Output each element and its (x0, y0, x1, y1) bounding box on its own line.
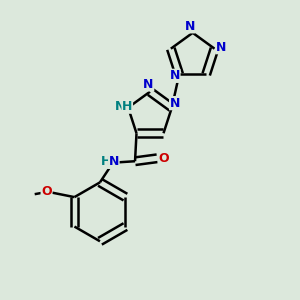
Text: N: N (143, 78, 154, 91)
Text: N: N (169, 97, 180, 110)
Text: N: N (184, 20, 195, 33)
Text: N: N (109, 155, 119, 168)
Text: H: H (101, 155, 112, 168)
Text: O: O (158, 152, 169, 165)
Text: O: O (41, 185, 52, 198)
Text: H: H (122, 100, 133, 113)
Text: N: N (169, 69, 180, 82)
Text: N: N (115, 100, 125, 113)
Text: N: N (216, 41, 226, 54)
